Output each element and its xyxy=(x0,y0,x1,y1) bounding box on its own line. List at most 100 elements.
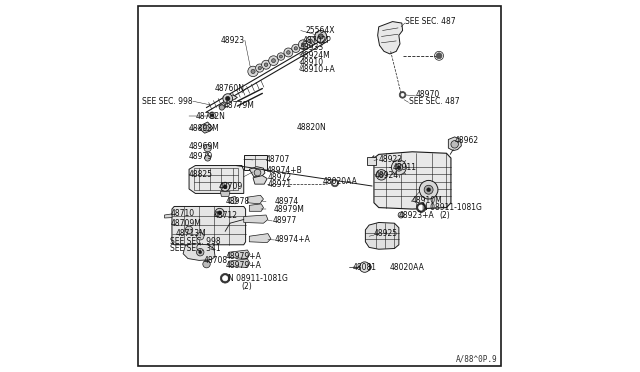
Circle shape xyxy=(365,265,369,269)
Text: 48709M: 48709M xyxy=(170,219,202,228)
Text: 48910: 48910 xyxy=(300,58,324,67)
Polygon shape xyxy=(229,259,250,267)
Polygon shape xyxy=(365,222,399,249)
Polygon shape xyxy=(183,244,215,260)
Circle shape xyxy=(258,67,261,70)
Text: 48911: 48911 xyxy=(392,163,417,172)
Polygon shape xyxy=(248,195,264,204)
Text: 48710: 48710 xyxy=(170,209,195,218)
Circle shape xyxy=(221,182,230,191)
Circle shape xyxy=(331,179,339,187)
Text: 48924: 48924 xyxy=(375,171,399,180)
Text: 48979: 48979 xyxy=(189,153,213,161)
Circle shape xyxy=(395,164,403,171)
Circle shape xyxy=(427,188,431,192)
Text: 48760N: 48760N xyxy=(215,84,245,93)
Circle shape xyxy=(209,112,216,119)
Text: 48979+A: 48979+A xyxy=(225,262,261,270)
Circle shape xyxy=(309,39,312,43)
Circle shape xyxy=(204,144,211,152)
Polygon shape xyxy=(378,22,403,54)
Text: 48925: 48925 xyxy=(374,229,398,238)
Text: 48081: 48081 xyxy=(353,263,377,272)
Text: 48709: 48709 xyxy=(219,182,243,191)
Text: N 08911-1081G: N 08911-1081G xyxy=(422,203,482,212)
Circle shape xyxy=(262,60,271,69)
Circle shape xyxy=(287,51,290,54)
Text: 48978: 48978 xyxy=(225,197,249,206)
Text: (2): (2) xyxy=(241,282,252,291)
Polygon shape xyxy=(371,155,374,163)
Text: 48922: 48922 xyxy=(379,155,403,164)
Circle shape xyxy=(392,160,406,175)
Circle shape xyxy=(223,185,227,189)
Circle shape xyxy=(399,92,406,98)
Text: A/88^0P.9: A/88^0P.9 xyxy=(456,355,498,364)
Polygon shape xyxy=(172,206,246,245)
Text: 48974+B: 48974+B xyxy=(266,166,302,175)
Circle shape xyxy=(401,93,404,96)
Circle shape xyxy=(251,69,255,74)
Circle shape xyxy=(376,170,387,180)
Circle shape xyxy=(264,63,268,67)
Text: 48708: 48708 xyxy=(204,256,228,265)
Text: SEE SEC. 998: SEE SEC. 998 xyxy=(170,237,221,246)
Circle shape xyxy=(277,53,285,60)
Polygon shape xyxy=(229,250,250,259)
Circle shape xyxy=(419,205,424,210)
Circle shape xyxy=(333,181,337,185)
Polygon shape xyxy=(374,152,451,209)
Text: 48924M: 48924M xyxy=(300,51,330,60)
Text: 48910M: 48910M xyxy=(411,196,442,205)
Polygon shape xyxy=(449,137,461,151)
Text: 48893M: 48893M xyxy=(189,124,220,133)
Circle shape xyxy=(203,125,209,131)
Circle shape xyxy=(451,141,458,148)
Text: 48979M: 48979M xyxy=(273,205,305,214)
Circle shape xyxy=(196,232,204,240)
Circle shape xyxy=(280,55,282,58)
Circle shape xyxy=(417,203,426,212)
Polygon shape xyxy=(164,214,172,218)
Text: SEE SEC. 341: SEE SEC. 341 xyxy=(170,244,221,253)
Text: 48713M: 48713M xyxy=(175,229,207,238)
Text: 48707: 48707 xyxy=(266,155,291,164)
Circle shape xyxy=(196,248,204,256)
Text: 48020AA: 48020AA xyxy=(323,177,358,186)
Text: N 08911-1081G: N 08911-1081G xyxy=(228,274,287,283)
Circle shape xyxy=(225,96,230,101)
Circle shape xyxy=(364,263,371,271)
Text: SEE SEC. 487: SEE SEC. 487 xyxy=(408,97,459,106)
Circle shape xyxy=(220,273,230,283)
Polygon shape xyxy=(250,167,265,177)
Circle shape xyxy=(424,185,433,194)
Text: SEE SEC. 487: SEE SEC. 487 xyxy=(405,17,456,26)
Text: 48923: 48923 xyxy=(221,36,245,45)
Polygon shape xyxy=(200,122,213,133)
Circle shape xyxy=(294,47,298,50)
Circle shape xyxy=(419,180,438,199)
Text: 48974: 48974 xyxy=(275,197,299,206)
Text: 48712: 48712 xyxy=(214,211,238,219)
Text: 25564X: 25564X xyxy=(306,26,335,35)
Text: 48970: 48970 xyxy=(416,90,440,99)
Text: 48820N: 48820N xyxy=(297,123,326,132)
Text: 48971: 48971 xyxy=(267,180,291,189)
Circle shape xyxy=(379,173,383,177)
Circle shape xyxy=(215,208,224,217)
Circle shape xyxy=(248,66,259,77)
Circle shape xyxy=(271,59,275,62)
Polygon shape xyxy=(220,192,230,196)
Polygon shape xyxy=(244,215,268,223)
Bar xyxy=(193,168,238,190)
Circle shape xyxy=(398,212,404,218)
Circle shape xyxy=(298,40,308,49)
Circle shape xyxy=(211,114,214,117)
Text: 48977: 48977 xyxy=(273,217,296,225)
Text: SEE SEC. 998: SEE SEC. 998 xyxy=(142,97,193,106)
Polygon shape xyxy=(253,176,267,184)
Text: 48910+A: 48910+A xyxy=(300,65,335,74)
Text: 48825: 48825 xyxy=(189,170,213,179)
Text: 48020AA: 48020AA xyxy=(390,263,425,272)
Circle shape xyxy=(203,260,211,268)
